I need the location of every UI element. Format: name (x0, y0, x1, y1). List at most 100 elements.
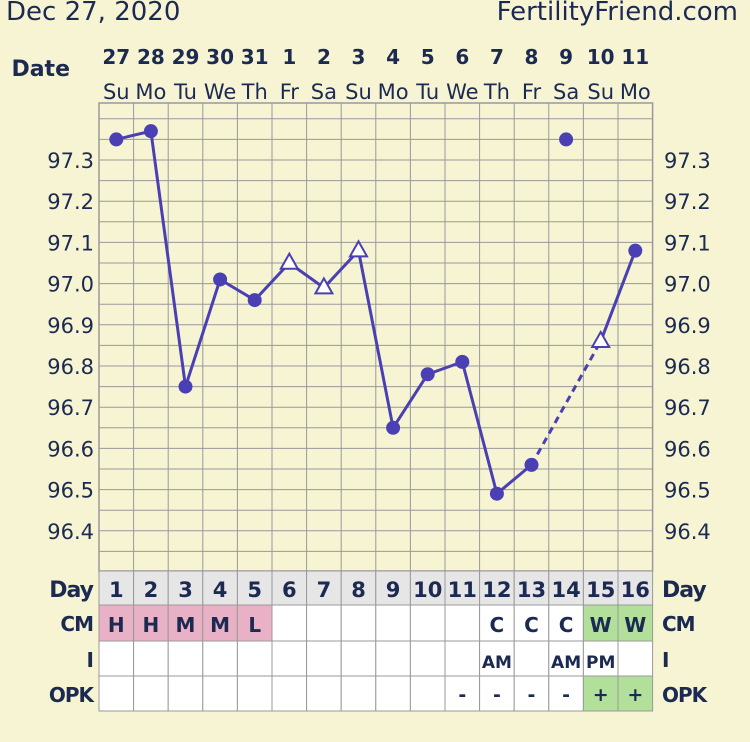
i-cell (306, 640, 342, 677)
weekday-label: Mo (378, 80, 409, 104)
weekday-label: Su (587, 80, 614, 104)
opk-cell (167, 675, 204, 712)
date-label: 11 (621, 45, 649, 69)
opk-cell (340, 675, 377, 712)
temp-segment (599, 250, 637, 342)
y-tick-label-left: 96.7 (47, 396, 94, 420)
weekday-label: Fr (522, 80, 542, 104)
day-cell (444, 570, 481, 606)
weekday-label: Tu (173, 80, 197, 104)
temp-point-triangle (279, 251, 300, 270)
y-tick-label-right: 96.8 (664, 355, 711, 379)
cm-value: L (248, 613, 261, 637)
y-tick-label-left: 96.5 (47, 479, 94, 503)
date-row-label: Date (11, 57, 70, 82)
cycle-day-label: 16 (621, 578, 650, 602)
temp-point (559, 132, 574, 147)
y-tick-label-left: 96.8 (47, 355, 94, 379)
cycle-day-label: 4 (213, 578, 228, 602)
date-label: 28 (137, 45, 165, 69)
chart-date: Dec 27, 2020 (6, 0, 181, 27)
cycle-day-label: 12 (482, 578, 511, 602)
date-label: 7 (490, 45, 504, 69)
weekday-label: Th (483, 80, 510, 104)
row-label-day-right: Day (662, 578, 706, 603)
cm-cell (479, 604, 515, 642)
cm-cell (409, 604, 446, 642)
i-cell (409, 640, 446, 677)
temp-point (143, 124, 158, 139)
weekday-label: We (204, 80, 236, 104)
date-label: 31 (241, 45, 269, 69)
weekday-label: Fr (280, 80, 300, 104)
temp-point-triangle (348, 239, 369, 258)
date-label: 3 (352, 45, 366, 69)
temp-point (524, 457, 539, 472)
temp-point (628, 243, 643, 258)
cycle-day-label: 5 (247, 578, 262, 602)
i-cell (133, 640, 169, 677)
y-tick-label-right: 96.7 (664, 396, 711, 420)
weekday-label: Th (241, 80, 268, 104)
temp-segment (495, 463, 533, 495)
cycle-day-label: 6 (282, 578, 297, 602)
cycle-day-label: 11 (448, 578, 477, 602)
opk-value: + (627, 684, 643, 706)
opk-value: - (493, 684, 501, 706)
row-label-opk: OPK (49, 683, 96, 707)
cycle-day-label: 2 (144, 578, 159, 602)
row-label-day: Day (49, 578, 93, 603)
temperature-points (109, 124, 643, 501)
i-cell (513, 640, 550, 677)
weekday-label: Sa (553, 80, 579, 104)
cycle-day-label: 9 (386, 578, 401, 602)
weekday-label: Tu (415, 80, 439, 104)
cm-value: W (590, 613, 612, 637)
opk-cell (133, 675, 169, 712)
opk-cell (548, 675, 584, 712)
y-tick-label-left: 97.0 (47, 273, 94, 297)
opk-value: - (562, 684, 570, 706)
y-tick-label-left: 97.2 (47, 190, 94, 214)
opk-value: + (593, 684, 609, 706)
cycle-day-label: 7 (317, 578, 332, 602)
day-cell (236, 570, 273, 606)
row-label-cm: CM (60, 612, 93, 636)
weekday-label: Sa (311, 80, 337, 104)
day-cell (548, 570, 584, 606)
weekday-label: Mo (620, 80, 651, 104)
date-label: 30 (206, 45, 234, 69)
temp-point (213, 272, 228, 287)
temp-point (420, 367, 435, 382)
intercourse-value: AM (551, 653, 581, 673)
opk-cell (202, 675, 238, 712)
day-cell (479, 570, 515, 606)
cm-cell (340, 604, 377, 642)
opk-value: - (458, 684, 466, 706)
day-cell (617, 570, 654, 606)
opk-cell (409, 675, 446, 712)
weekday-label: Su (345, 80, 372, 104)
cycle-day-label: 14 (551, 578, 580, 602)
y-tick-label-left: 96.6 (47, 437, 94, 461)
cm-cell (444, 604, 481, 642)
i-cell (167, 640, 204, 677)
day-cell (133, 570, 169, 606)
temp-point-triangle (313, 276, 335, 295)
cm-cell (236, 604, 273, 642)
y-tick-label-left: 97.1 (47, 231, 94, 255)
site-name: FertilityFriend.com (496, 0, 738, 27)
y-tick-label-right: 96.9 (664, 314, 711, 338)
i-cell (375, 640, 411, 677)
weekday-label: Mo (135, 80, 166, 104)
cycle-day-label: 13 (517, 578, 546, 602)
weekday-label: We (446, 80, 478, 104)
cm-value: H (108, 613, 125, 637)
date-label: 1 (282, 45, 296, 69)
date-label: 6 (455, 45, 469, 69)
i-cell (202, 640, 238, 677)
temp-point (247, 293, 262, 308)
temp-point-triangle (590, 329, 611, 348)
i-cell (236, 640, 273, 677)
opk-cell (479, 675, 515, 712)
